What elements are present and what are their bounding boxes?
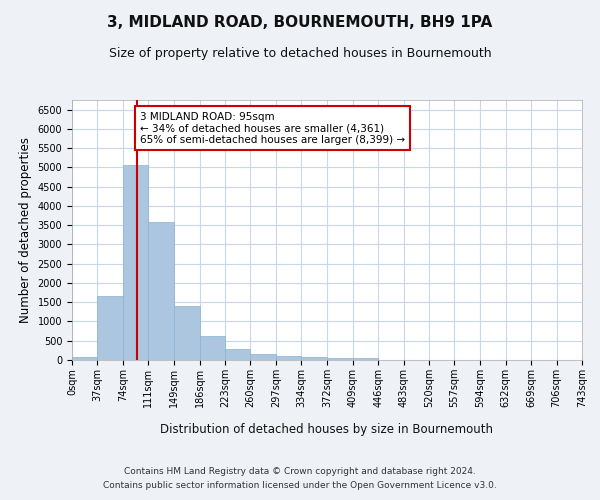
Bar <box>276 356 301 360</box>
Bar <box>148 222 174 360</box>
Text: Contains public sector information licensed under the Open Government Licence v3: Contains public sector information licen… <box>103 481 497 490</box>
Text: 3, MIDLAND ROAD, BOURNEMOUTH, BH9 1PA: 3, MIDLAND ROAD, BOURNEMOUTH, BH9 1PA <box>107 15 493 30</box>
Bar <box>174 306 200 360</box>
Bar <box>200 336 225 360</box>
Bar <box>353 358 378 360</box>
Bar <box>301 358 328 360</box>
Text: Distribution of detached houses by size in Bournemouth: Distribution of detached houses by size … <box>161 422 493 436</box>
Bar <box>123 165 148 360</box>
Bar <box>72 357 97 360</box>
Text: Size of property relative to detached houses in Bournemouth: Size of property relative to detached ho… <box>109 48 491 60</box>
Bar <box>97 296 123 360</box>
Y-axis label: Number of detached properties: Number of detached properties <box>19 137 32 323</box>
Text: 3 MIDLAND ROAD: 95sqm
← 34% of detached houses are smaller (4,361)
65% of semi-d: 3 MIDLAND ROAD: 95sqm ← 34% of detached … <box>140 112 405 145</box>
Text: Contains HM Land Registry data © Crown copyright and database right 2024.: Contains HM Land Registry data © Crown c… <box>124 468 476 476</box>
Bar <box>250 354 276 360</box>
Bar <box>225 348 250 360</box>
Bar <box>328 358 353 360</box>
